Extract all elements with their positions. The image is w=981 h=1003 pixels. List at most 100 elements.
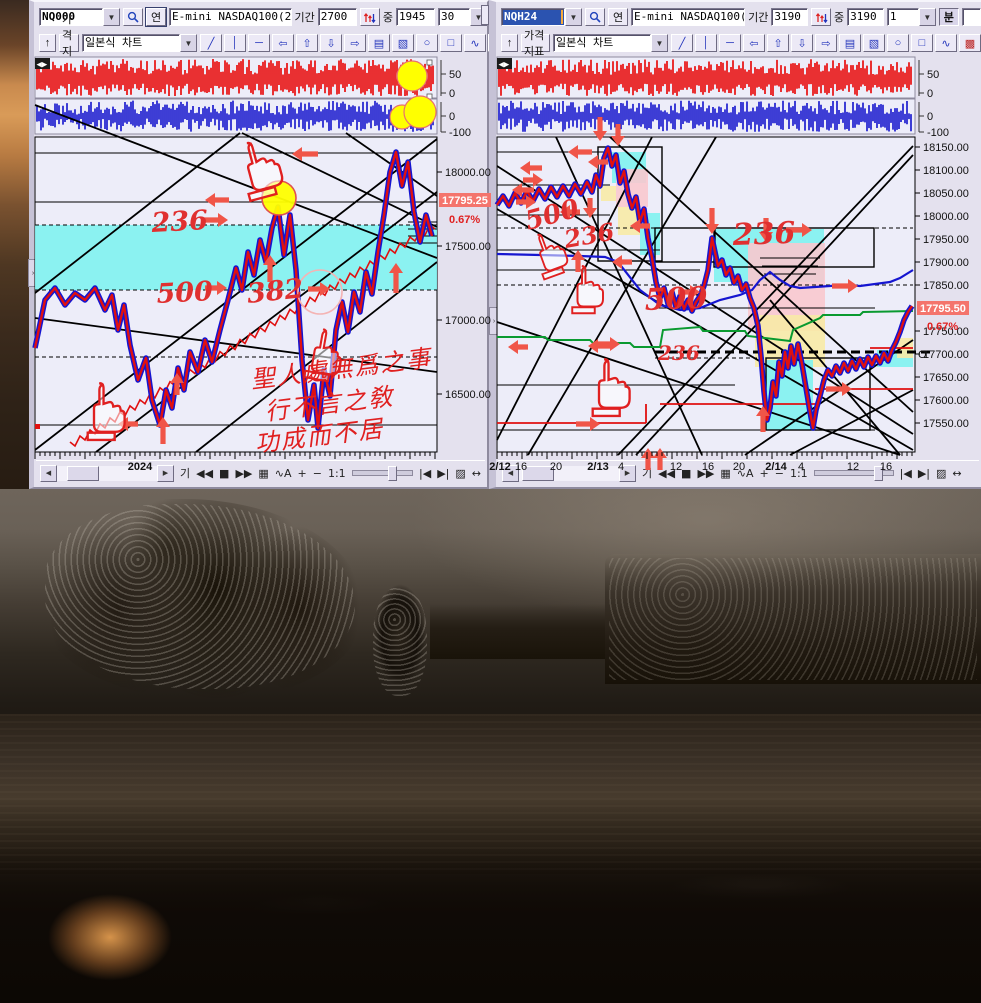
arrow-down-tool[interactable]: ⇩ bbox=[791, 34, 813, 52]
symbol-combo[interactable]: NQH24 ▼ bbox=[501, 8, 582, 26]
arrow-down-tool[interactable]: ⇩ bbox=[320, 34, 342, 52]
zoom-slider[interactable] bbox=[813, 466, 894, 481]
vertical-line-tool[interactable]: │ bbox=[224, 34, 246, 52]
fit-icon[interactable]: 1:1 bbox=[327, 466, 346, 480]
interval-combo[interactable]: 1 ▼ bbox=[886, 8, 936, 26]
chart-window-nq000: NQ000 ▼ 연 E-mini NASDAQ100(24-( 기간 2700 … bbox=[28, 0, 510, 489]
freehand-tool[interactable]: ∿ bbox=[464, 34, 486, 52]
instrument-field[interactable]: E-mini NASDAQ100(24-( bbox=[169, 8, 292, 26]
return-icon[interactable]: 기 bbox=[642, 467, 653, 480]
edit-note-tool[interactable]: ▧ bbox=[863, 34, 885, 52]
scroll-right-button[interactable]: ▶ bbox=[157, 464, 174, 482]
scroll-right-button[interactable]: ▶ bbox=[619, 464, 636, 482]
pane-collapse-handle[interactable]: › bbox=[489, 307, 499, 335]
indicator-up-button[interactable]: ↑ bbox=[501, 34, 518, 52]
horizontal-line-tool[interactable]: ─ bbox=[248, 34, 270, 52]
stop-icon[interactable]: ■ bbox=[219, 466, 230, 480]
chart-type-combo[interactable]: 일본식 차트 ▼ bbox=[82, 34, 197, 52]
pan-icon[interactable]: ↔ bbox=[471, 466, 481, 480]
go-end-icon[interactable]: ▶| bbox=[437, 466, 450, 480]
arrow-left-tool[interactable]: ⇦ bbox=[743, 34, 765, 52]
pane-collapse-handle[interactable]: › bbox=[28, 259, 38, 287]
return-icon[interactable]: 기 bbox=[180, 467, 191, 480]
arrow-up-tool[interactable]: ⇧ bbox=[767, 34, 789, 52]
time-scrollbar[interactable] bbox=[519, 465, 619, 481]
fast-forward-icon[interactable]: ▶▶ bbox=[235, 466, 253, 480]
interval-combo[interactable]: 30 ▼ bbox=[438, 8, 487, 26]
trendline-tool[interactable]: ╱ bbox=[671, 34, 693, 52]
continuous-contract-button[interactable]: 연 bbox=[608, 8, 628, 26]
symbol-value[interactable]: NQ000 bbox=[39, 8, 103, 26]
zoom-in-icon[interactable]: + bbox=[759, 466, 769, 480]
arrow-right-tool[interactable]: ⇨ bbox=[815, 34, 837, 52]
clipped-minute-button bbox=[481, 5, 489, 25]
auto-scale-icon[interactable]: ∿A bbox=[274, 466, 292, 480]
chevron-down-icon[interactable]: ▼ bbox=[180, 34, 197, 52]
rectangle-tool[interactable]: □ bbox=[911, 34, 933, 52]
data-reload-button[interactable] bbox=[811, 8, 832, 26]
go-end-icon[interactable]: ▶| bbox=[917, 466, 931, 480]
stop-icon[interactable]: ■ bbox=[681, 466, 692, 480]
vertical-line-tool[interactable]: │ bbox=[695, 34, 717, 52]
zoom-in-icon[interactable]: + bbox=[297, 466, 307, 480]
auto-scale-icon[interactable]: ∿A bbox=[736, 466, 754, 480]
period-field[interactable]: 2700 bbox=[317, 8, 357, 26]
chevron-down-icon[interactable]: ▼ bbox=[565, 8, 582, 26]
go-start-icon[interactable]: |◀ bbox=[899, 466, 912, 480]
memo-tool[interactable]: ▤ bbox=[368, 34, 390, 52]
trendline-tool[interactable]: ╱ bbox=[200, 34, 222, 52]
fast-forward-icon[interactable]: ▶▶ bbox=[697, 466, 715, 480]
arrow-up-tool[interactable]: ⇧ bbox=[296, 34, 318, 52]
indicator-up-button[interactable]: ↑ bbox=[39, 34, 56, 52]
zoom-out-icon[interactable]: − bbox=[774, 466, 784, 480]
frame-step-icon[interactable]: ▦ bbox=[258, 466, 269, 480]
chevron-down-icon[interactable]: ▼ bbox=[651, 34, 668, 52]
arrow-left-tool[interactable]: ⇦ bbox=[272, 34, 294, 52]
period-field[interactable]: 3190 bbox=[771, 8, 809, 26]
rewind-icon[interactable]: ◀◀ bbox=[196, 466, 214, 480]
edit-note-tool[interactable]: ▧ bbox=[392, 34, 414, 52]
symbol-search-button[interactable] bbox=[123, 8, 143, 26]
desktop-wallpaper bbox=[0, 489, 981, 1003]
chart-type-value[interactable]: 일본식 차트 bbox=[553, 34, 651, 52]
zoom-out-icon[interactable]: − bbox=[312, 466, 322, 480]
rewind-icon[interactable]: ◀◀ bbox=[658, 466, 676, 480]
note-icon[interactable]: ▨ bbox=[936, 466, 947, 480]
price-indicator-button[interactable]: 가격지표 bbox=[59, 14, 79, 74]
time-scrollbar[interactable] bbox=[57, 465, 157, 481]
go-start-icon[interactable]: |◀ bbox=[419, 466, 432, 480]
freehand-tool[interactable]: ∿ bbox=[935, 34, 957, 52]
arrow-right-tool[interactable]: ⇨ bbox=[344, 34, 366, 52]
fit-icon[interactable]: 1:1 bbox=[789, 466, 808, 480]
frame-step-icon[interactable]: ▦ bbox=[720, 466, 731, 480]
chart-type-combo[interactable]: 일본식 차트 ▼ bbox=[553, 34, 668, 52]
scroll-left-button[interactable]: ◀ bbox=[40, 464, 57, 482]
data-reload-button[interactable] bbox=[359, 8, 380, 26]
chevron-down-icon[interactable]: ▼ bbox=[918, 8, 936, 26]
minute-unit-button[interactable]: 분 bbox=[938, 8, 959, 26]
count-field[interactable]: 3190 bbox=[847, 8, 884, 26]
symbol-value[interactable]: NQH24 bbox=[501, 8, 565, 26]
interval-value[interactable]: 30 bbox=[438, 8, 470, 26]
wallpaper-snowy-island bbox=[35, 499, 365, 699]
price-indicator-button[interactable]: 가격지표 bbox=[521, 30, 550, 58]
scroll-left-button[interactable]: ◀ bbox=[502, 464, 519, 482]
memo-tool[interactable]: ▤ bbox=[839, 34, 861, 52]
chart-type-value[interactable]: 일본식 차트 bbox=[82, 34, 180, 52]
interval-value[interactable]: 1 bbox=[886, 8, 919, 26]
symbol-search-button[interactable] bbox=[585, 8, 605, 26]
count-field[interactable]: 1945 bbox=[395, 8, 435, 26]
rectangle-tool[interactable]: □ bbox=[440, 34, 462, 52]
pan-icon[interactable]: ↔ bbox=[952, 466, 962, 480]
symbol-combo[interactable]: NQ000 ▼ bbox=[39, 8, 120, 26]
note-icon[interactable]: ▨ bbox=[455, 466, 466, 480]
delete-drawing-tool[interactable]: ▩ bbox=[959, 34, 981, 52]
period-label: 기간 bbox=[294, 12, 315, 24]
chevron-down-icon[interactable]: ▼ bbox=[103, 8, 120, 26]
continuous-contract-button[interactable]: 연 bbox=[145, 7, 167, 27]
ellipse-tool[interactable]: ○ bbox=[416, 34, 438, 52]
horizontal-line-tool[interactable]: ─ bbox=[719, 34, 741, 52]
zoom-slider[interactable] bbox=[351, 466, 414, 481]
instrument-field[interactable]: E-mini NASDAQ100(24-( bbox=[631, 8, 746, 26]
ellipse-tool[interactable]: ○ bbox=[887, 34, 909, 52]
